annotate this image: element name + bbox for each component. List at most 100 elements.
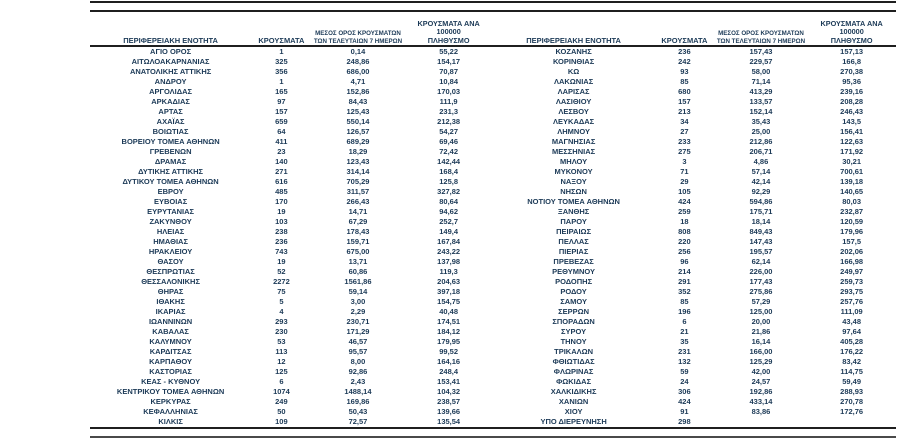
table-row: ΛΕΣΒΟΥ 213 152,14 246,43 — [493, 107, 896, 117]
avg7-cell: 57,29 — [751, 297, 771, 306]
avg7-cell: 686,00 — [346, 67, 370, 76]
left-table-header: ΠΕΡΙΦΕΡΕΙΑΚΗ ΕΝΟΤΗΤΑ ΚΡΟΥΣΜΑΤΑ ΜΕΣΟΣ ΟΡΟ… — [90, 19, 493, 45]
avg7-cell: 675,00 — [346, 247, 370, 256]
cases-cell: 352 — [678, 287, 691, 296]
table-row: ΞΑΝΘΗΣ 259 175,71 232,87 — [493, 207, 896, 217]
top-rule-outer — [90, 1, 896, 3]
per100k-cell: 179,95 — [437, 337, 461, 346]
table-row: ΒΟΡΕΙΟΥ ΤΟΜΕΑ ΑΘΗΝΩΝ 411 689,29 69,46 — [90, 137, 493, 147]
avg7-cell: 212,86 — [749, 137, 773, 146]
column-header-cases: ΚΡΟΥΣΜΑΤΑ — [661, 36, 708, 45]
table-row: ΣΕΡΡΩΝ 196 125,00 111,09 — [493, 307, 896, 317]
avg7-cell: 16,14 — [751, 337, 771, 346]
region-cell: ΔΡΑΜΑΣ — [154, 157, 187, 166]
avg7-cell: 229,57 — [749, 57, 773, 66]
avg7-cell: 125,29 — [749, 357, 773, 366]
table-row: ΑΝΔΡΟΥ 1 4,71 10,84 — [90, 77, 493, 87]
per100k-cell: 168,4 — [439, 167, 459, 176]
table-row: ΕΥΡΥΤΑΝΙΑΣ 19 14,71 94,62 — [90, 207, 493, 217]
cases-cell: 411 — [275, 137, 288, 146]
avg7-cell: 123,43 — [346, 157, 370, 166]
table-row: ΙΘΑΚΗΣ 5 3,00 154,75 — [90, 297, 493, 307]
table-row: ΚΕΑΣ - ΚΥΘΝΟΥ 6 2,43 153,41 — [90, 377, 493, 387]
avg7-cell: 1488,14 — [344, 387, 372, 396]
per100k-cell: 231,3 — [439, 107, 459, 116]
per100k-cell: 243,22 — [437, 247, 461, 256]
table-row: ΣΥΡΟΥ 21 21,86 97,64 — [493, 327, 896, 337]
region-cell: ΛΕΣΒΟΥ — [558, 107, 589, 116]
table-row: ΤΡΙΚΑΛΩΝ 231 166,00 176,22 — [493, 347, 896, 357]
cases-cell: 19 — [277, 257, 286, 266]
per100k-cell: 170,03 — [437, 87, 461, 96]
region-cell: ΔΥΤΙΚΟΥ ΤΟΜΕΑ ΑΘΗΝΩΝ — [122, 177, 219, 186]
region-cell: ΚΑΣΤΟΡΙΑΣ — [149, 367, 192, 376]
table-row: ΛΑΡΙΣΑΣ 680 413,29 239,16 — [493, 87, 896, 97]
bottom-rule-outer — [90, 436, 896, 438]
table-row: ΙΚΑΡΙΑΣ 4 2,29 40,48 — [90, 307, 493, 317]
per100k-cell: 270,38 — [840, 67, 864, 76]
cases-cell: 64 — [277, 127, 286, 136]
region-cell: ΔΥΤΙΚΗΣ ΑΤΤΙΚΗΣ — [138, 167, 204, 176]
per100k-cell: 80,64 — [439, 197, 459, 206]
region-cell: ΕΒΡΟΥ — [157, 187, 184, 196]
per100k-cell: 700,61 — [840, 167, 864, 176]
per100k-cell: 154,75 — [437, 297, 461, 306]
table-row: ΛΕΥΚΑΔΑΣ 34 35,43 143,5 — [493, 117, 896, 127]
avg7-cell: 705,29 — [346, 177, 370, 186]
table-row: ΚΙΛΚΙΣ 109 72,57 135,54 — [90, 417, 493, 427]
per100k-cell: 232,87 — [840, 207, 864, 216]
avg7-cell: 3,00 — [350, 297, 366, 306]
per100k-cell: 157,5 — [842, 237, 862, 246]
table-row: ΑΓΙΟ ΟΡΟΣ 1 0,14 55,22 — [90, 47, 493, 57]
cases-cell: 50 — [277, 407, 286, 416]
table-row: ΘΗΡΑΣ 75 59,14 397,18 — [90, 287, 493, 297]
column-header-per100k-line1: ΚΡΟΥΣΜΑΤΑ ΑΝΑ 100000 — [820, 18, 883, 36]
avg7-cell: 58,00 — [751, 67, 771, 76]
cases-cell: 220 — [678, 237, 691, 246]
cases-cell: 24 — [680, 377, 689, 386]
avg7-cell: 62,14 — [751, 257, 771, 266]
right-table-body: ΚΟΖΑΝΗΣ 236 157,43 157,13 ΚΟΡΙΝΘΙΑΣ 242 229,57… — [493, 47, 896, 440]
table-row: ΒΟΙΩΤΙΑΣ 64 126,57 54,27 — [90, 127, 493, 137]
per100k-cell: 270,78 — [840, 397, 864, 406]
avg7-cell: 92,29 — [751, 187, 771, 196]
per100k-cell: 172,76 — [840, 407, 864, 416]
avg7-cell: 159,71 — [346, 237, 370, 246]
per100k-cell: 43,48 — [842, 317, 862, 326]
table-row: ΝΗΣΩΝ 105 92,29 140,65 — [493, 187, 896, 197]
region-cell: ΝΗΣΩΝ — [560, 187, 587, 196]
avg7-cell: 20,00 — [751, 317, 771, 326]
cases-cell: 424 — [678, 197, 691, 206]
table-row: ΑΧΑΪΑΣ 659 550,14 212,38 — [90, 117, 493, 127]
region-cell: ΖΑΚΥΝΘΟΥ — [149, 217, 192, 226]
per100k-cell: 405,28 — [840, 337, 864, 346]
avg7-cell: 166,00 — [749, 347, 773, 356]
cases-cell: 12 — [277, 357, 286, 366]
per100k-cell: 202,06 — [840, 247, 864, 256]
avg7-cell: 175,71 — [749, 207, 773, 216]
region-cell: ΣΠΟΡΑΔΩΝ — [552, 317, 595, 326]
per100k-cell: 166,8 — [842, 57, 862, 66]
table-body: ΑΓΙΟ ΟΡΟΣ 1 0,14 55,22 ΑΙΤΩΛΟΑΚΑΡΝΑΝΙΑΣ 325 24… — [90, 47, 896, 440]
avg7-cell: 4,86 — [753, 157, 769, 166]
cases-cell: 249 — [275, 397, 288, 406]
avg7-cell: 550,14 — [346, 117, 370, 126]
avg7-cell: 83,86 — [751, 407, 771, 416]
table-row: ΚΟΖΑΝΗΣ 236 157,43 157,13 — [493, 47, 896, 57]
cases-cell: 1 — [279, 47, 284, 56]
column-header-per100k-line2: ΠΛΗΘΥΣΜΟ — [830, 35, 873, 45]
per100k-cell: 157,13 — [840, 47, 864, 56]
cases-cell: 85 — [680, 77, 689, 86]
avg7-cell: 14,71 — [348, 207, 368, 216]
avg7-cell: 195,57 — [749, 247, 773, 256]
header-underline-rule — [90, 45, 896, 47]
avg7-cell: 72,57 — [348, 417, 368, 426]
avg7-cell: 4,71 — [350, 77, 366, 86]
per100k-cell: 104,32 — [437, 387, 461, 396]
region-cell: ΛΑΣΙΘΙΟΥ — [555, 97, 592, 106]
cases-cell: 113 — [275, 347, 288, 356]
table-row: ΚΩ 93 58,00 270,38 — [493, 67, 896, 77]
region-cell: ΘΗΡΑΣ — [157, 287, 184, 296]
column-header-per100k: ΚΡΟΥΣΜΑΤΑ ΑΝΑ 100000 ΠΛΗΘΥΣΜΟ — [807, 18, 896, 46]
cases-cell: 306 — [678, 387, 691, 396]
